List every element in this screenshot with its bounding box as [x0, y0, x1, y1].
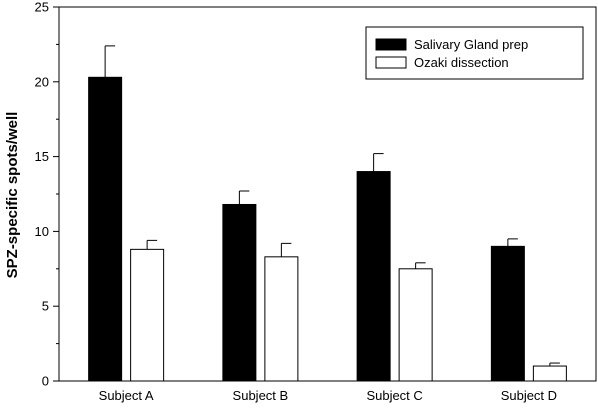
bar-salivary-3 [356, 171, 391, 382]
y-tick-label: 20 [35, 74, 49, 89]
y-tick-label: 15 [35, 149, 49, 164]
y-tick-label: 25 [35, 0, 49, 15]
legend-label: Salivary Gland prep [414, 37, 528, 52]
x-category-label: Subject D [501, 388, 557, 403]
y-axis-title: SPZ-specific spots/well [4, 112, 21, 279]
x-category-label: Subject C [366, 388, 422, 403]
bar-salivary-2 [222, 203, 257, 382]
bar-ozaki-2 [264, 256, 299, 382]
legend-swatch [375, 56, 407, 69]
bar-salivary-4 [490, 245, 525, 382]
x-category-label: Subject B [233, 388, 289, 403]
bar-salivary-1 [88, 76, 123, 382]
legend: Salivary Gland prep Ozaki dissection [365, 26, 584, 80]
y-tick-label: 10 [35, 224, 49, 239]
legend-box [365, 26, 584, 80]
y-tick-label: 5 [42, 299, 49, 314]
bar-ozaki-1 [130, 248, 165, 382]
legend-swatch [375, 38, 407, 51]
y-tick-label: 0 [42, 374, 49, 389]
bar-ozaki-3 [398, 268, 433, 382]
legend-label: Ozaki dissection [414, 55, 509, 70]
bar-ozaki-4 [532, 365, 567, 382]
x-category-label: Subject A [99, 388, 154, 403]
